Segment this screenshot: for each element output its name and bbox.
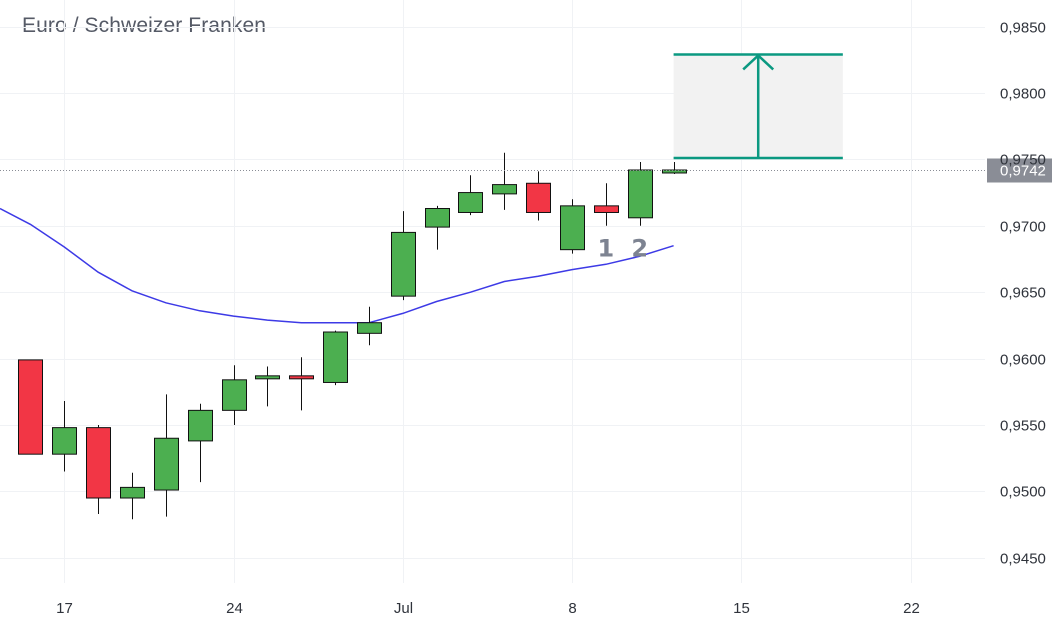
- candle-up: [560, 199, 585, 254]
- candle-up: [662, 162, 687, 174]
- candle-body: [289, 375, 314, 380]
- candle-body: [526, 182, 551, 213]
- candle-body: [18, 359, 43, 455]
- candle-down: [86, 424, 111, 514]
- y-tick-label: 0,9500: [1000, 484, 1046, 501]
- y-tick-label: 0,9450: [1000, 551, 1046, 568]
- candle-body: [391, 231, 416, 297]
- candle-up: [425, 205, 450, 250]
- candle-up: [628, 162, 653, 226]
- annotation-label: 1: [598, 234, 615, 262]
- candle-up: [323, 330, 348, 386]
- chart-title: Euro / Schweizer Franken: [22, 14, 267, 37]
- moving-average: [0, 207, 674, 324]
- price-label-bg: [987, 158, 1052, 183]
- candle-down: [594, 183, 619, 226]
- x-tick-label: 17: [56, 600, 73, 617]
- candle-body: [154, 437, 179, 491]
- candle-body: [86, 427, 111, 499]
- candle-body: [425, 207, 450, 228]
- y-tick-label: 0,9750: [1000, 152, 1046, 169]
- x-tick-label: Jul: [394, 600, 413, 617]
- y-tick-label: 0,9650: [1000, 285, 1046, 302]
- target-box: [673, 53, 843, 160]
- candle-up: [222, 365, 247, 425]
- price-axis[interactable]: 0,9850 0,9800 0,9750 0,9700 0,9650 0,9600 0,95…: [1000, 20, 1046, 568]
- current-price: 0,9742: [0, 158, 1052, 183]
- y-tick-label: 0,9800: [1000, 86, 1046, 103]
- x-tick-label: 22: [903, 600, 920, 617]
- candle-body: [458, 192, 483, 213]
- x-tick-label: 15: [733, 600, 750, 617]
- candle-body: [188, 409, 213, 442]
- candle-up: [391, 211, 416, 301]
- x-tick-label: 24: [226, 600, 243, 617]
- candle-body: [222, 379, 247, 411]
- candle-body: [52, 427, 77, 455]
- candle-up: [52, 401, 77, 472]
- y-tick-label: 0,9700: [1000, 219, 1046, 236]
- candle-up: [154, 394, 179, 517]
- candle-body: [255, 375, 280, 380]
- y-tick-label: 0,9600: [1000, 352, 1046, 369]
- candle-body: [662, 169, 687, 174]
- grid-lines: [0, 0, 985, 583]
- x-tick-label: 8: [568, 600, 576, 617]
- candle-body: [628, 169, 653, 219]
- candle-up: [458, 175, 483, 216]
- candle-up: [120, 472, 145, 520]
- target-arrow-head: [742, 53, 775, 71]
- candle-body: [323, 331, 348, 383]
- candles: [18, 152, 687, 520]
- time-axis[interactable]: 17 24 Jul 8 15 22: [56, 600, 920, 617]
- candle-down: [526, 171, 551, 221]
- candle-down: [289, 357, 314, 411]
- candle-body: [492, 184, 517, 195]
- y-tick-label: 0,9850: [1000, 20, 1046, 37]
- candle-body: [560, 205, 585, 251]
- annotation-label: 2: [631, 234, 648, 262]
- y-tick-label: 0,9550: [1000, 418, 1046, 435]
- candle-body: [357, 322, 382, 334]
- price-label: 0,9742: [1000, 163, 1046, 180]
- candle-down: [18, 359, 43, 455]
- candle-up: [255, 366, 280, 407]
- candle-up: [492, 152, 517, 210]
- candle-body: [120, 486, 145, 499]
- candle-up: [357, 306, 382, 346]
- ma-line: [0, 207, 674, 324]
- candle-body: [594, 205, 619, 213]
- candle-up: [188, 403, 213, 483]
